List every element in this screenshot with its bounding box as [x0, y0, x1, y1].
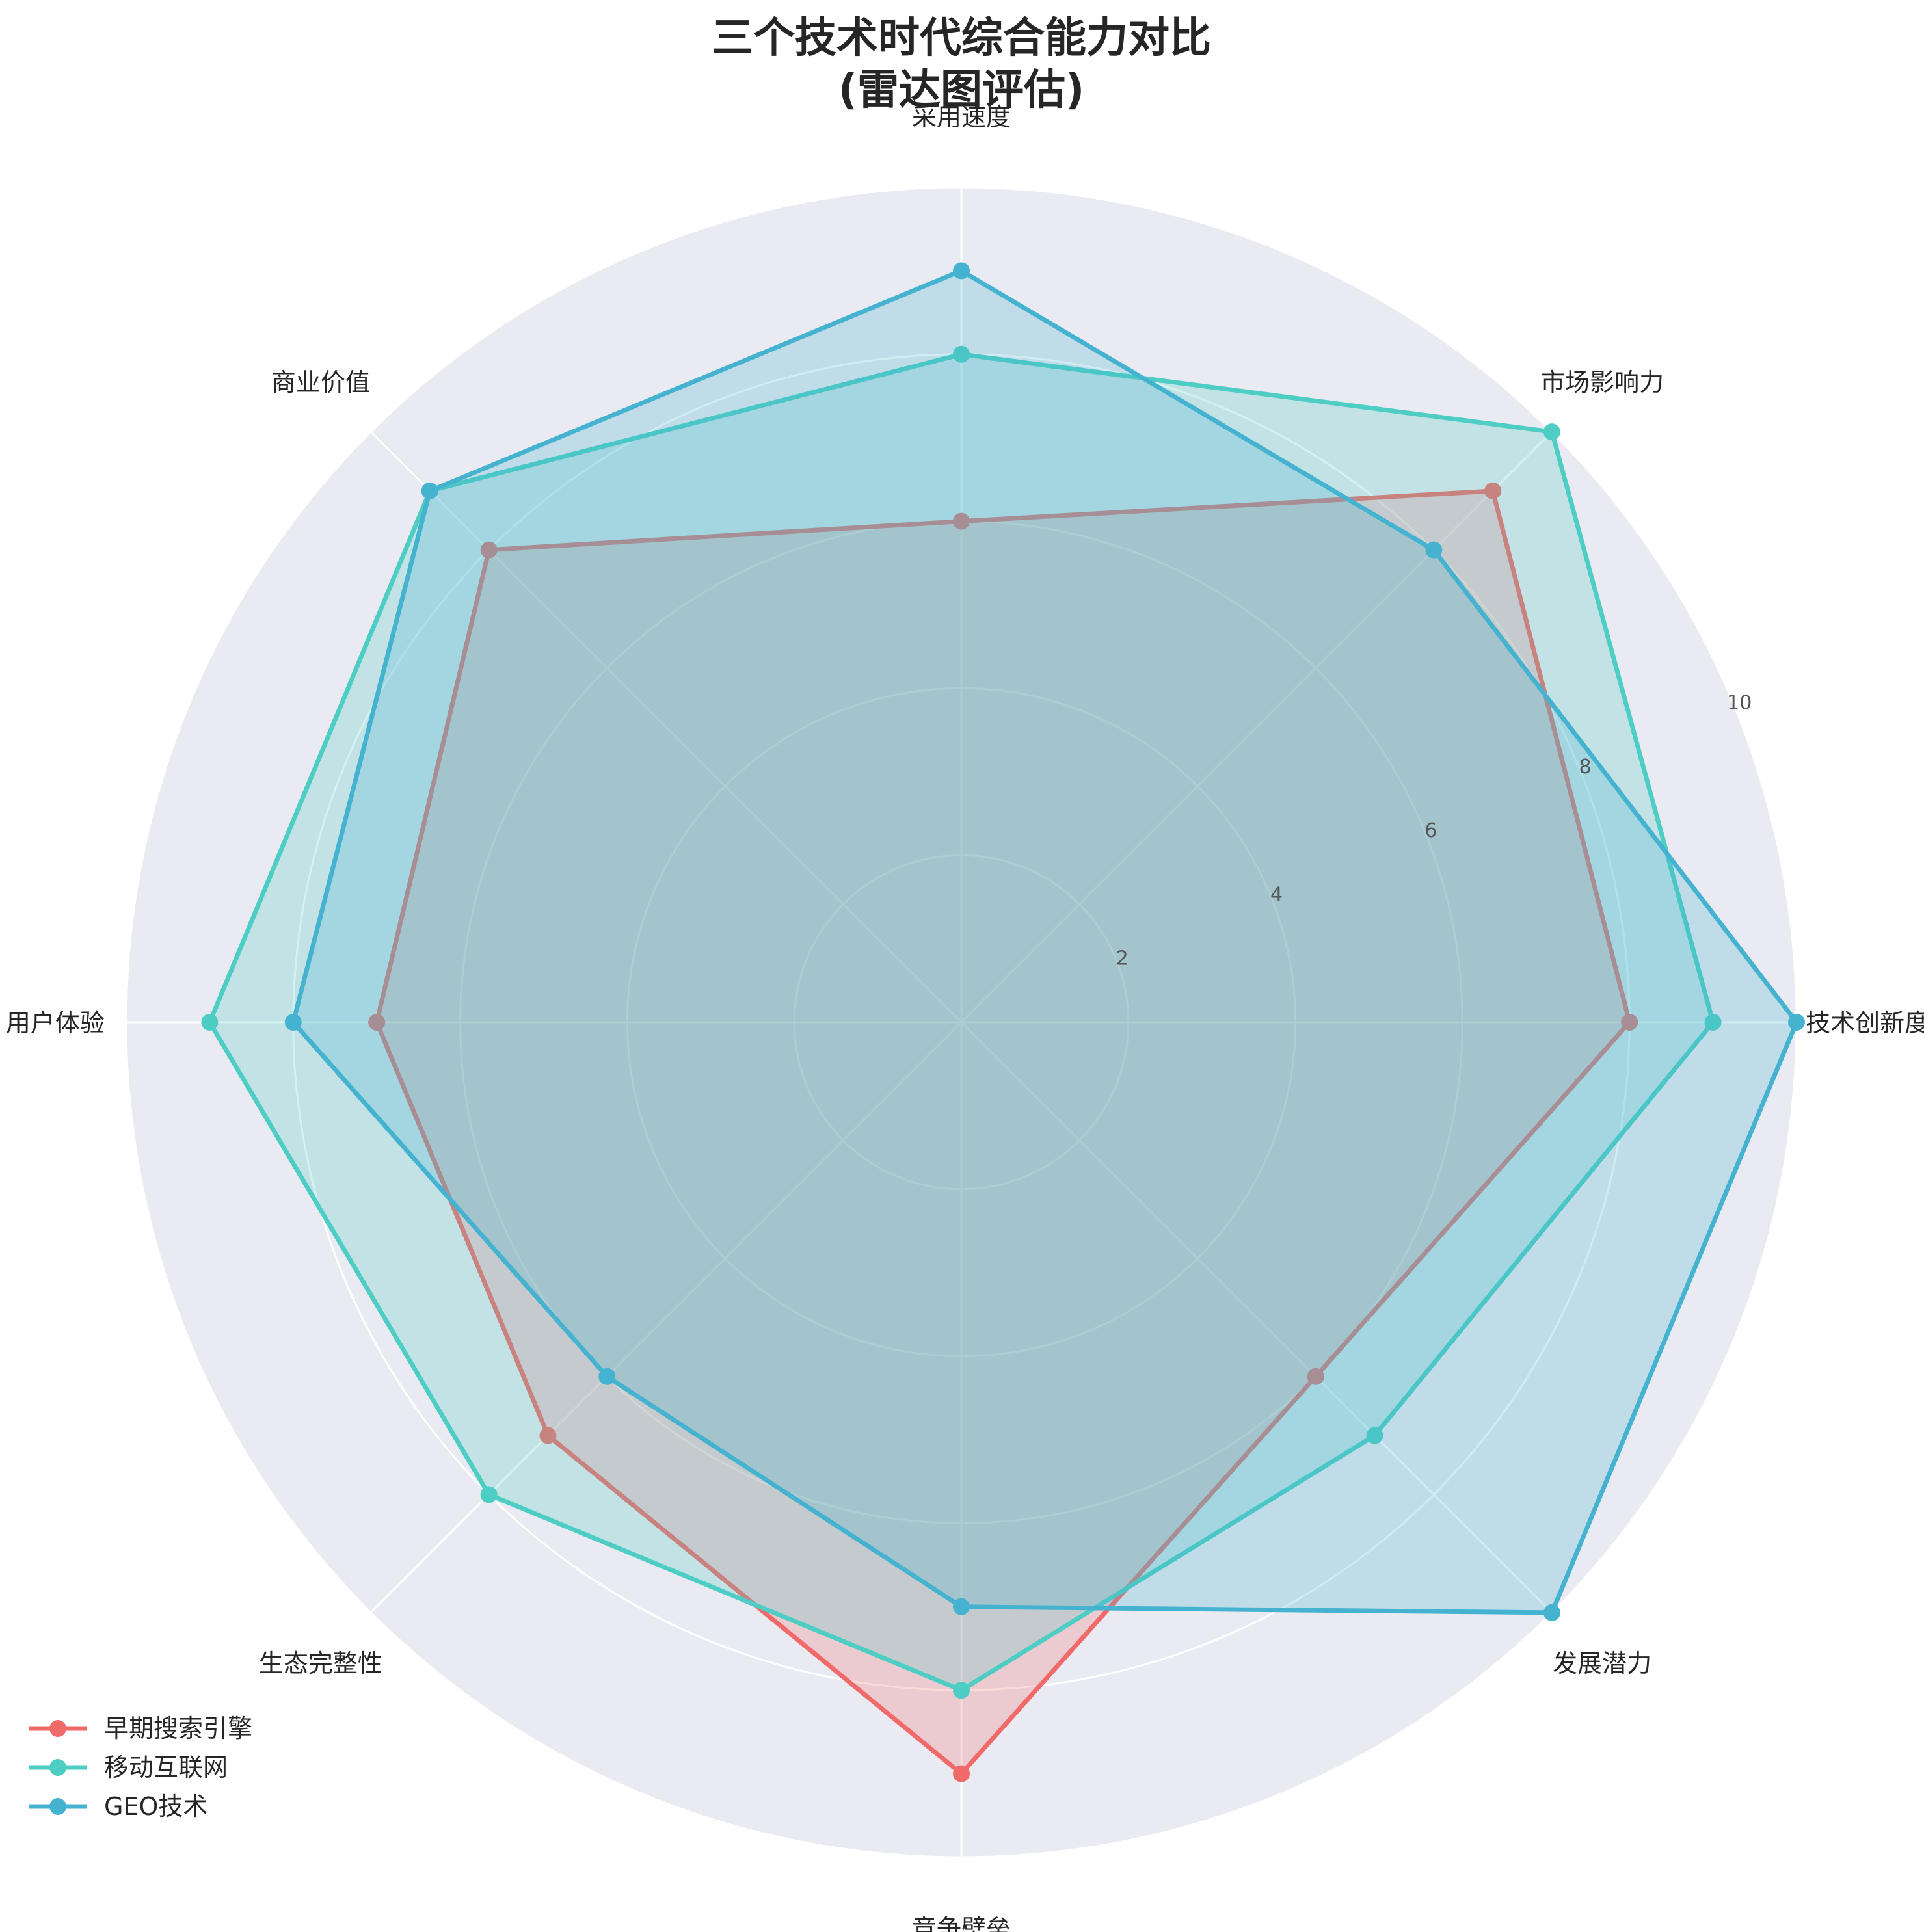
axis-label-0: 技术创新度: [1806, 1009, 1924, 1037]
series-0-point-4: [368, 1014, 386, 1031]
series-1-point-5: [480, 1486, 498, 1503]
series-2-point-1: [1425, 541, 1443, 559]
chart-title-line-1: 三个技术时代综合能力对比: [712, 14, 1211, 62]
series-2-point-3: [421, 482, 438, 499]
series-2-point-0: [1788, 1014, 1805, 1031]
radial-tick-label: 4: [1270, 883, 1283, 906]
legend-marker-2: [49, 1798, 66, 1815]
legend-label-0: 早期搜索引擎: [104, 1714, 252, 1743]
radial-tick-label: 6: [1424, 819, 1437, 842]
series-0-point-0: [1621, 1014, 1638, 1031]
axis-label-3: 商业价值: [271, 368, 370, 397]
series-1-point-0: [1704, 1014, 1722, 1031]
series-area-1: [209, 354, 1713, 1691]
series-0-point-3: [480, 541, 498, 559]
axis-label-5: 生态完整性: [259, 1649, 382, 1678]
chart-title-line-2: (雷达图评估): [838, 66, 1085, 114]
radar-spoke: [960, 1021, 1553, 1613]
legend-marker-0: [49, 1720, 66, 1737]
series-2-point-5: [598, 1368, 616, 1385]
axis-label-2: 采用速度: [912, 103, 1011, 131]
series-0-point-6: [953, 1765, 970, 1782]
radar-spoke: [370, 431, 963, 1024]
axis-label-4: 用户体验: [6, 1009, 105, 1037]
series-1-point-6: [953, 1682, 970, 1699]
series-0-point-5: [539, 1427, 557, 1444]
series-0-point-7: [1307, 1368, 1324, 1385]
radial-tick-label: 10: [1727, 692, 1752, 715]
series-2-point-4: [284, 1014, 302, 1031]
legend-label-2: GEO技术: [104, 1792, 207, 1821]
series-1-point-2: [953, 345, 970, 363]
radial-tick-label: 2: [1116, 947, 1129, 970]
axis-label-1: 市场影响力: [1540, 368, 1664, 397]
series-1-point-4: [201, 1014, 219, 1031]
legend-label-1: 移动互联网: [104, 1753, 228, 1782]
axis-label-7: 发展潜力: [1553, 1649, 1651, 1678]
radial-tick-label: 8: [1579, 756, 1591, 778]
radar-spoke: [960, 431, 1553, 1024]
series-0-point-2: [953, 512, 970, 530]
series-area-2: [293, 271, 1797, 1613]
radar-spoke: [370, 1021, 963, 1613]
axis-label-6: 竞争壁垒: [912, 1914, 1011, 1932]
series-0-point-1: [1484, 482, 1502, 499]
series-2-point-7: [1543, 1604, 1560, 1621]
series-area-0: [377, 490, 1630, 1774]
series-2-point-2: [953, 262, 970, 280]
legend-marker-1: [49, 1759, 66, 1776]
radar-series: [201, 262, 1805, 1782]
series-1-point-1: [1543, 423, 1560, 441]
series-2-point-6: [953, 1598, 970, 1615]
series-1-point-7: [1366, 1427, 1383, 1444]
